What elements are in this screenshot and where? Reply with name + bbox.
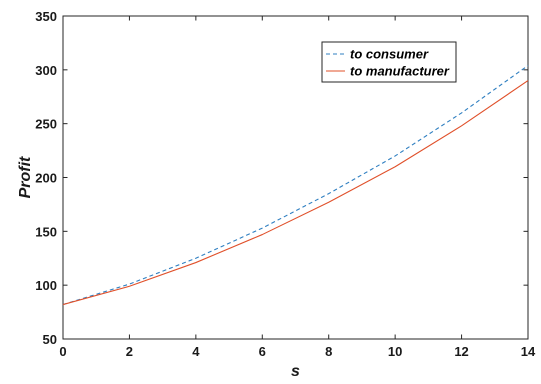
- y-tick-label: 250: [35, 117, 57, 132]
- x-tick-label: 10: [388, 344, 402, 359]
- legend-box: [321, 41, 457, 83]
- ticks-layer: 0 2 4 6 8 10 12 14 50 100 150 200 250 300 350: [35, 9, 536, 359]
- plot-area: [62, 15, 529, 340]
- x-axis-label: s: [291, 363, 300, 379]
- series-layer: [62, 65, 529, 306]
- y-tick-label: 300: [35, 63, 57, 78]
- x-tick-label: 8: [325, 344, 332, 359]
- legend-label-2: to manufacturer: [350, 64, 450, 79]
- y-tick-label: 150: [35, 224, 57, 239]
- x-tick-label: 0: [59, 344, 66, 359]
- x-tick-label: 6: [259, 344, 266, 359]
- x-tick-label: 2: [126, 344, 133, 359]
- legend: to consumer to manufacturer: [321, 41, 457, 83]
- y-tick-label: 100: [35, 278, 57, 293]
- x-tick-label: 14: [521, 344, 536, 359]
- y-tick-label: 200: [35, 171, 57, 186]
- y-tick-label: 350: [35, 9, 57, 24]
- plot-frame: [62, 15, 529, 340]
- series-line-1: [62, 65, 529, 306]
- x-tick-label: 12: [454, 344, 468, 359]
- series-line-2: [62, 80, 529, 306]
- y-axis-label: Profit: [17, 156, 34, 198]
- y-tick-label: 50: [43, 332, 57, 347]
- legend-label-1: to consumer: [350, 47, 429, 62]
- x-tick-label: 4: [192, 344, 200, 359]
